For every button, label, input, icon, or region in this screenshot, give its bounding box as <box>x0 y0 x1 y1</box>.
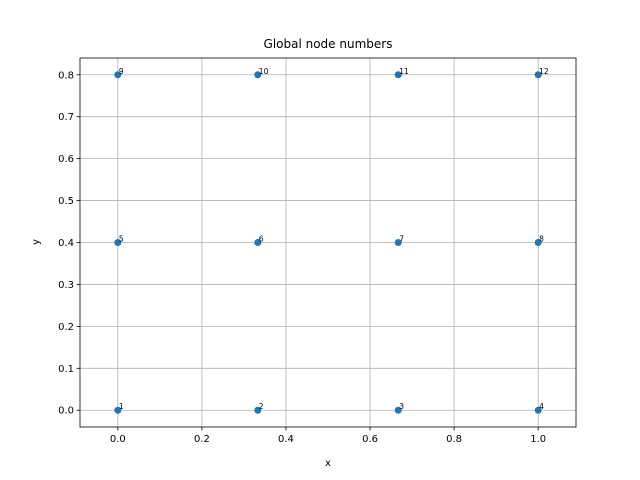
point <box>114 239 122 246</box>
point-label: 10 <box>259 67 269 76</box>
point-label: 7 <box>399 235 404 244</box>
point <box>114 406 122 414</box>
y-tick-label: 0.1 <box>58 364 74 375</box>
point-label: 3 <box>399 402 404 411</box>
x-tick-label: 0.2 <box>194 434 210 445</box>
axes-frame <box>79 57 577 428</box>
point <box>394 71 402 79</box>
y-tick-label: 0.3 <box>58 280 74 291</box>
point-label: 8 <box>539 235 544 244</box>
y-tick-label: 0.6 <box>58 154 74 165</box>
point-label: 9 <box>119 67 124 76</box>
y-tick-label: 0.0 <box>58 406 74 417</box>
point-label: 6 <box>259 235 264 244</box>
point <box>394 239 402 246</box>
x-tick-label: 0.6 <box>362 434 378 445</box>
y-axis-label: y <box>31 239 42 245</box>
y-tick-label: 0.5 <box>58 196 74 207</box>
y-tick-label: 0.8 <box>58 70 74 81</box>
y-tick-label: 0.7 <box>58 112 74 123</box>
point <box>254 239 262 246</box>
point-label: 1 <box>119 402 124 411</box>
point-label: 11 <box>399 67 409 76</box>
point <box>534 406 542 414</box>
point-label: 4 <box>539 402 544 411</box>
x-tick-label: 0.4 <box>278 434 294 445</box>
point-label: 12 <box>539 67 549 76</box>
x-axis-label: x <box>325 458 331 469</box>
point-label: 2 <box>259 402 264 411</box>
chart-title: Global node numbers <box>264 37 393 51</box>
y-tick-label: 0.2 <box>58 322 74 333</box>
x-tick-label: 0.0 <box>110 434 126 445</box>
point <box>114 71 122 79</box>
point <box>534 239 542 246</box>
point <box>394 406 402 414</box>
y-tick-label: 0.4 <box>58 238 74 249</box>
x-tick-label: 1.0 <box>530 434 546 445</box>
point <box>534 71 542 79</box>
x-tick-label: 0.8 <box>446 434 462 445</box>
point <box>254 406 262 414</box>
point <box>254 71 262 79</box>
point-label: 5 <box>119 235 124 244</box>
